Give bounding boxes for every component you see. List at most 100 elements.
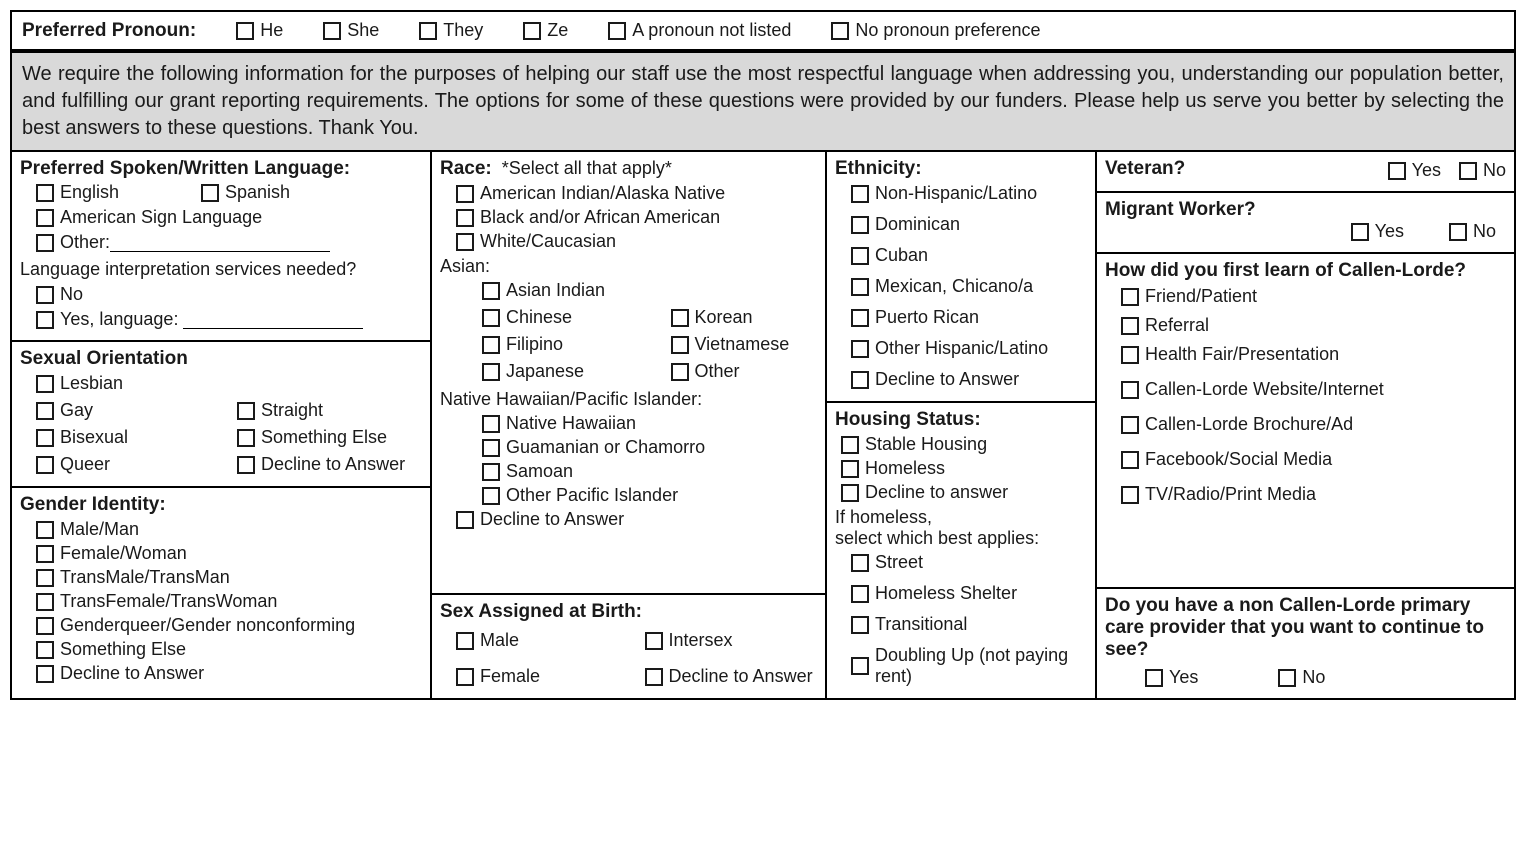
housing-title: Housing Status: xyxy=(835,409,1087,431)
pronoun-they[interactable]: They xyxy=(419,20,483,41)
pronoun-ze[interactable]: Ze xyxy=(523,20,568,41)
housing-stable[interactable]: Stable Housing xyxy=(841,434,1087,455)
gender-male[interactable]: Male/Man xyxy=(36,519,422,540)
race-japanese[interactable]: Japanese xyxy=(482,361,629,382)
form-container: Preferred Pronoun: He She They Ze A pron… xyxy=(10,10,1516,700)
col-3: Ethnicity: Non-Hispanic/Latino Dominican… xyxy=(827,152,1097,698)
orientation-section: Sexual Orientation Lesbian Gay Straight … xyxy=(12,340,432,486)
lang-other-input[interactable] xyxy=(110,233,330,253)
pronoun-section: Preferred Pronoun: He She They Ze A pron… xyxy=(12,12,1514,53)
orient-decline[interactable]: Decline to Answer xyxy=(237,454,422,475)
eth-other-hispanic[interactable]: Other Hispanic/Latino xyxy=(851,338,1087,359)
gender-genderqueer[interactable]: Genderqueer/Gender nonconforming xyxy=(36,615,422,636)
race-samoan[interactable]: Samoan xyxy=(482,461,817,482)
sab-intersex[interactable]: Intersex xyxy=(645,630,818,651)
pronoun-he[interactable]: He xyxy=(236,20,283,41)
learn-healthfair[interactable]: Health Fair/Presentation xyxy=(1121,344,1506,365)
race-hint: *Select all that apply* xyxy=(502,158,672,178)
migrant-title: Migrant Worker? xyxy=(1105,199,1506,221)
orient-queer[interactable]: Queer xyxy=(36,454,221,475)
learn-referral[interactable]: Referral xyxy=(1121,315,1506,336)
gender-something-else[interactable]: Something Else xyxy=(36,639,422,660)
lang-english[interactable]: English xyxy=(36,182,196,203)
orient-gay[interactable]: Gay xyxy=(36,400,221,421)
gender-transfemale[interactable]: TransFemale/TransWoman xyxy=(36,591,422,612)
housing-homeless[interactable]: Homeless xyxy=(841,458,1087,479)
migrant-no[interactable]: No xyxy=(1449,221,1496,242)
eth-mexican[interactable]: Mexican, Chicano/a xyxy=(851,276,1087,297)
pcp-title: Do you have a non Callen-Lorde primary c… xyxy=(1105,595,1506,661)
sab-section: Sex Assigned at Birth: Male Intersex Fem… xyxy=(432,593,827,698)
gender-transmale[interactable]: TransMale/TransMan xyxy=(36,567,422,588)
race-guamanian[interactable]: Guamanian or Chamorro xyxy=(482,437,817,458)
veteran-no[interactable]: No xyxy=(1459,160,1506,181)
eth-decline[interactable]: Decline to Answer xyxy=(851,369,1087,390)
lang-spanish[interactable]: Spanish xyxy=(201,182,290,203)
interp-yes[interactable]: Yes, language: xyxy=(36,309,363,330)
pronoun-she[interactable]: She xyxy=(323,20,379,41)
gender-decline[interactable]: Decline to Answer xyxy=(36,663,422,684)
eth-non-hispanic[interactable]: Non-Hispanic/Latino xyxy=(851,183,1087,204)
housing-section: Housing Status: Stable Housing Homeless … xyxy=(827,401,1097,698)
pcp-no[interactable]: No xyxy=(1278,667,1325,688)
race-title: Race: xyxy=(440,158,492,179)
lang-other[interactable]: Other: xyxy=(36,232,330,253)
gender-female[interactable]: Female/Woman xyxy=(36,543,422,564)
race-filipino[interactable]: Filipino xyxy=(482,334,629,355)
col-2: Race: *Select all that apply* American I… xyxy=(432,152,827,698)
eth-dominican[interactable]: Dominican xyxy=(851,214,1087,235)
learn-section: How did you first learn of Callen-Lorde?… xyxy=(1097,252,1514,587)
race-nhpi-label: Native Hawaiian/Pacific Islander: xyxy=(440,389,817,410)
language-title: Preferred Spoken/Written Language: xyxy=(20,158,422,180)
orient-bisexual[interactable]: Bisexual xyxy=(36,427,221,448)
orient-something-else[interactable]: Something Else xyxy=(237,427,422,448)
race-asian-indian[interactable]: Asian Indian xyxy=(482,280,817,301)
interp-no[interactable]: No xyxy=(36,284,83,305)
sab-female[interactable]: Female xyxy=(456,666,629,687)
info-text: We require the following information for… xyxy=(12,53,1514,152)
learn-friend[interactable]: Friend/Patient xyxy=(1121,286,1506,307)
learn-title: How did you first learn of Callen-Lorde? xyxy=(1105,260,1506,282)
sab-male[interactable]: Male xyxy=(456,630,629,651)
pronoun-not-listed[interactable]: A pronoun not listed xyxy=(608,20,791,41)
interp-lang-input[interactable] xyxy=(183,310,363,330)
race-aian[interactable]: American Indian/Alaska Native xyxy=(456,183,817,204)
interp-question: Language interpretation services needed? xyxy=(20,259,422,280)
race-asian-label: Asian: xyxy=(440,256,817,277)
housing-shelter[interactable]: Homeless Shelter xyxy=(851,583,1087,604)
col-4: Veteran? Yes No Migrant Worker? Yes No H… xyxy=(1097,152,1514,698)
race-white[interactable]: White/Caucasian xyxy=(456,231,817,252)
pcp-section: Do you have a non Callen-Lorde primary c… xyxy=(1097,587,1514,698)
race-native-hawaiian[interactable]: Native Hawaiian xyxy=(482,413,817,434)
housing-transitional[interactable]: Transitional xyxy=(851,614,1087,635)
veteran-yes[interactable]: Yes xyxy=(1388,160,1441,181)
race-black[interactable]: Black and/or African American xyxy=(456,207,817,228)
race-decline[interactable]: Decline to Answer xyxy=(456,509,817,530)
learn-website[interactable]: Callen-Lorde Website/Internet xyxy=(1121,379,1506,400)
ethnicity-title: Ethnicity: xyxy=(835,158,1087,180)
gender-title: Gender Identity: xyxy=(20,494,422,516)
race-asian-other[interactable]: Other xyxy=(671,361,818,382)
race-chinese[interactable]: Chinese xyxy=(482,307,629,328)
pronoun-no-pref[interactable]: No pronoun preference xyxy=(831,20,1040,41)
housing-street[interactable]: Street xyxy=(851,552,1087,573)
lang-asl[interactable]: American Sign Language xyxy=(36,207,262,228)
race-korean[interactable]: Korean xyxy=(671,307,818,328)
race-vietnamese[interactable]: Vietnamese xyxy=(671,334,818,355)
race-section: Race: *Select all that apply* American I… xyxy=(432,152,827,593)
sab-decline[interactable]: Decline to Answer xyxy=(645,666,818,687)
learn-social[interactable]: Facebook/Social Media xyxy=(1121,449,1506,470)
eth-puerto-rican[interactable]: Puerto Rican xyxy=(851,307,1087,328)
form-grid: Preferred Spoken/Written Language: Engli… xyxy=(12,152,1514,698)
orient-lesbian[interactable]: Lesbian xyxy=(36,373,422,394)
pcp-yes[interactable]: Yes xyxy=(1145,667,1198,688)
learn-tv[interactable]: TV/Radio/Print Media xyxy=(1121,484,1506,505)
housing-doubling[interactable]: Doubling Up (not paying rent) xyxy=(851,645,1087,687)
language-section: Preferred Spoken/Written Language: Engli… xyxy=(12,152,432,340)
race-other-pi[interactable]: Other Pacific Islander xyxy=(482,485,817,506)
learn-brochure[interactable]: Callen-Lorde Brochure/Ad xyxy=(1121,414,1506,435)
migrant-yes[interactable]: Yes xyxy=(1351,221,1404,242)
eth-cuban[interactable]: Cuban xyxy=(851,245,1087,266)
housing-decline[interactable]: Decline to answer xyxy=(841,482,1087,503)
orient-straight[interactable]: Straight xyxy=(237,400,422,421)
